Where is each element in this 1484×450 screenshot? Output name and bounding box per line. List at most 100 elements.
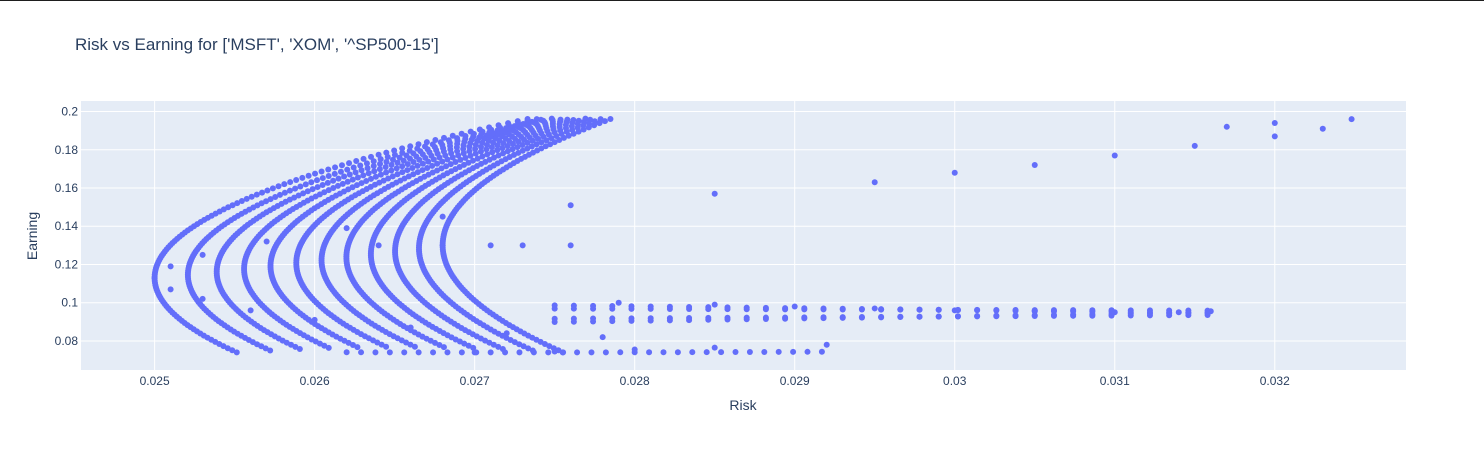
data-point: [281, 189, 288, 196]
data-point: [878, 306, 885, 313]
data-point: [399, 163, 406, 170]
data-point: [259, 189, 266, 196]
data-point: [443, 163, 450, 170]
y-axis-label: Earning: [24, 211, 40, 261]
data-point: [419, 167, 426, 174]
x-tick-label: 0.031: [1100, 374, 1130, 388]
data-point: [599, 334, 606, 341]
data-point: [954, 306, 961, 313]
data-point: [330, 177, 337, 184]
data-point: [253, 191, 260, 198]
x-tick-label: 0.032: [1260, 374, 1290, 388]
data-point: [791, 303, 798, 310]
data-point: [458, 349, 465, 356]
data-point: [762, 315, 769, 322]
data-point: [263, 238, 270, 245]
data-point: [357, 162, 364, 169]
data-point: [337, 168, 344, 175]
data-point: [372, 173, 379, 180]
data-point: [297, 183, 304, 190]
data-point: [286, 187, 293, 194]
data-point: [615, 299, 622, 306]
data-point: [350, 164, 357, 171]
data-point: [409, 164, 416, 171]
data-point: [1223, 123, 1230, 130]
data-point: [686, 306, 693, 313]
data-point: [1050, 311, 1057, 318]
data-point: [325, 187, 332, 194]
data-point: [495, 152, 502, 159]
data-point: [1070, 311, 1077, 318]
data-point: [974, 312, 981, 319]
data-point: [439, 158, 446, 165]
data-point: [547, 141, 554, 148]
data-point: [818, 348, 825, 355]
data-point: [559, 349, 566, 356]
x-tick-label: 0.028: [620, 374, 650, 388]
data-point: [330, 185, 337, 192]
data-point: [263, 198, 270, 205]
data-point: [483, 141, 490, 148]
data-point: [353, 158, 360, 165]
data-point: [295, 192, 302, 199]
data-point: [500, 150, 507, 157]
data-point: [474, 155, 481, 162]
data-point: [551, 305, 558, 312]
data-point: [401, 349, 408, 356]
data-point: [400, 157, 407, 164]
y-tick-label: 0.1: [61, 296, 78, 310]
data-point: [1050, 307, 1057, 314]
data-point: [1271, 119, 1278, 126]
data-point: [248, 193, 255, 200]
data-point: [314, 184, 321, 191]
data-point: [296, 345, 303, 352]
data-point: [407, 143, 414, 150]
marker-layer: [151, 115, 1355, 356]
data-point: [319, 175, 326, 182]
data-point: [404, 161, 411, 168]
data-point: [419, 160, 426, 167]
data-point: [590, 318, 597, 325]
data-point: [551, 319, 558, 326]
data-point: [199, 251, 206, 258]
data-point: [470, 344, 477, 351]
data-point: [823, 341, 830, 348]
data-point: [352, 169, 359, 176]
data-point: [346, 171, 353, 178]
y-tick-label: 0.12: [55, 257, 79, 271]
data-point: [590, 305, 597, 312]
data-point: [390, 156, 397, 163]
data-point: [334, 182, 341, 189]
data-point: [790, 348, 797, 355]
data-point: [429, 162, 436, 169]
data-point: [543, 137, 550, 144]
data-point: [858, 306, 865, 313]
data-point: [871, 179, 878, 186]
data-point: [472, 146, 479, 153]
data-point: [551, 139, 558, 146]
data-point: [363, 160, 370, 167]
data-point: [477, 148, 484, 155]
data-point: [525, 345, 532, 352]
data-point: [954, 313, 961, 320]
data-point: [666, 317, 673, 324]
data-point: [591, 122, 598, 129]
data-point: [567, 242, 574, 249]
data-point: [514, 144, 521, 151]
data-point: [801, 315, 808, 322]
data-point: [520, 343, 527, 350]
data-point: [354, 174, 361, 181]
data-point: [385, 175, 392, 182]
data-point: [376, 166, 383, 173]
data-point: [487, 242, 494, 249]
data-point: [439, 213, 446, 220]
x-tick-label: 0.025: [140, 374, 170, 388]
data-point: [467, 152, 474, 159]
data-point: [434, 167, 441, 174]
data-point: [343, 225, 350, 232]
x-tick-label: 0.026: [300, 374, 330, 388]
data-point: [324, 179, 331, 186]
grid-lines: [81, 101, 1406, 370]
data-point: [801, 306, 808, 313]
